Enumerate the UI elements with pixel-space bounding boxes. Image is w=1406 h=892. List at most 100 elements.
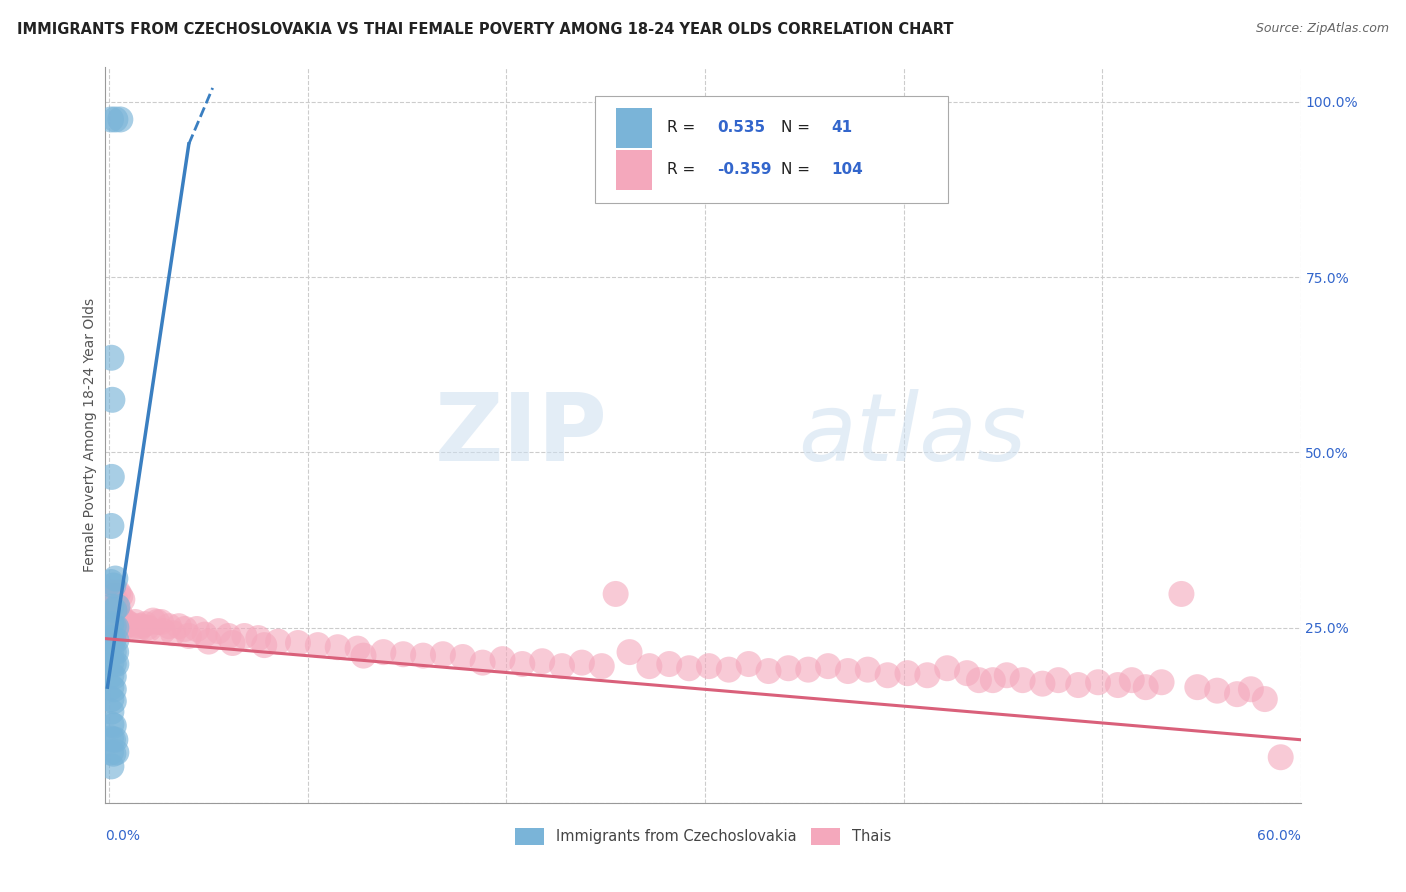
Point xyxy=(1067,678,1090,692)
Point xyxy=(876,668,898,682)
Text: N =: N = xyxy=(780,162,814,178)
Point xyxy=(778,661,800,675)
Point xyxy=(112,614,135,628)
Text: -0.359: -0.359 xyxy=(717,162,772,178)
Point xyxy=(571,656,593,670)
Point xyxy=(150,615,173,629)
Point xyxy=(967,673,990,688)
Y-axis label: Female Poverty Among 18-24 Year Olds: Female Poverty Among 18-24 Year Olds xyxy=(83,298,97,572)
Point xyxy=(451,650,474,665)
Point xyxy=(678,661,700,675)
Point xyxy=(758,664,780,678)
Point xyxy=(104,592,127,607)
Point xyxy=(471,656,494,670)
Point xyxy=(127,619,149,633)
Point xyxy=(104,112,127,127)
Point xyxy=(1031,676,1053,690)
Point xyxy=(1107,678,1129,692)
Point xyxy=(103,747,125,761)
Point xyxy=(134,617,156,632)
Point xyxy=(697,659,720,673)
Point xyxy=(346,641,368,656)
Point xyxy=(605,587,627,601)
Point xyxy=(100,519,122,533)
Point xyxy=(197,634,219,648)
Point xyxy=(101,732,124,747)
Point xyxy=(1087,675,1109,690)
Point xyxy=(100,680,122,694)
Point xyxy=(287,636,309,650)
Point xyxy=(1135,680,1157,694)
Point xyxy=(100,731,122,746)
Point xyxy=(142,614,165,628)
Point xyxy=(136,621,159,635)
Point xyxy=(100,692,122,706)
Point xyxy=(491,652,513,666)
Text: R =: R = xyxy=(666,120,700,136)
Point xyxy=(717,663,740,677)
Point xyxy=(104,732,127,747)
Point xyxy=(105,645,128,659)
Point xyxy=(432,647,454,661)
Legend: Immigrants from Czechoslovakia, Thais: Immigrants from Czechoslovakia, Thais xyxy=(509,822,897,851)
Point xyxy=(1011,673,1033,688)
Point xyxy=(194,627,217,641)
Point xyxy=(105,599,128,614)
Point xyxy=(1150,675,1173,690)
Point xyxy=(115,615,138,629)
Point xyxy=(105,657,128,671)
Point xyxy=(100,705,122,719)
FancyBboxPatch shape xyxy=(616,150,651,190)
Text: 41: 41 xyxy=(831,120,852,136)
Point xyxy=(101,470,124,484)
Point xyxy=(100,605,122,619)
Point xyxy=(103,607,125,622)
Point xyxy=(110,112,132,127)
Point xyxy=(105,745,128,759)
Point xyxy=(995,668,1018,682)
Point xyxy=(103,657,125,671)
Point xyxy=(936,661,959,675)
Text: 0.0%: 0.0% xyxy=(105,829,141,843)
Point xyxy=(103,589,125,603)
Point xyxy=(111,592,134,607)
Point xyxy=(412,648,434,663)
Point xyxy=(797,663,820,677)
Point xyxy=(100,745,122,759)
Point xyxy=(103,682,125,697)
Point xyxy=(353,648,375,663)
Point xyxy=(956,666,979,681)
Point xyxy=(100,351,122,365)
Point xyxy=(103,719,125,733)
Text: 0.535: 0.535 xyxy=(717,120,765,136)
Point xyxy=(167,619,190,633)
Point xyxy=(253,638,276,652)
Point xyxy=(105,605,128,619)
Point xyxy=(128,622,150,636)
Point xyxy=(1187,680,1209,694)
Point xyxy=(392,647,415,661)
Point xyxy=(105,633,128,648)
Point xyxy=(100,617,122,632)
Point xyxy=(146,615,169,629)
Text: 104: 104 xyxy=(831,162,863,178)
Text: IMMIGRANTS FROM CZECHOSLOVAKIA VS THAI FEMALE POVERTY AMONG 18-24 YEAR OLDS CORR: IMMIGRANTS FROM CZECHOSLOVAKIA VS THAI F… xyxy=(17,22,953,37)
Point xyxy=(105,622,128,636)
Point xyxy=(658,657,681,671)
Point xyxy=(105,621,128,635)
Point xyxy=(207,624,229,639)
Point xyxy=(100,631,122,645)
Point xyxy=(981,673,1004,688)
Point xyxy=(103,645,125,659)
Point xyxy=(101,392,124,407)
Point xyxy=(373,645,395,659)
Point xyxy=(591,659,613,673)
Point xyxy=(103,619,125,633)
Point xyxy=(247,631,270,645)
Point xyxy=(218,629,240,643)
Point xyxy=(267,634,290,648)
Point xyxy=(124,615,146,629)
Point xyxy=(100,759,122,773)
Point xyxy=(110,607,132,622)
Point xyxy=(619,645,641,659)
